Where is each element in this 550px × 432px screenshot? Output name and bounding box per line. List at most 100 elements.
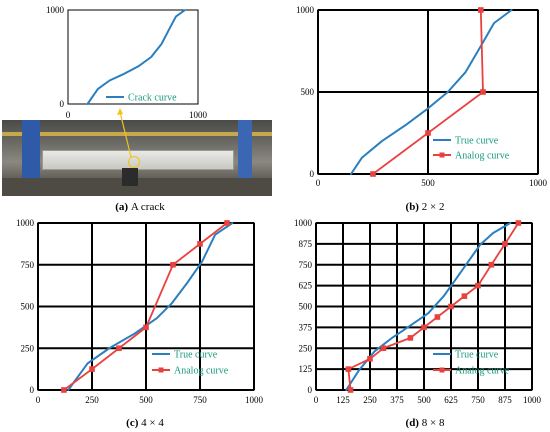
- plot-area: [67, 9, 199, 105]
- legend-marker: [439, 152, 445, 158]
- plot-area: [317, 9, 539, 175]
- y-tick-label: 0: [30, 385, 35, 395]
- x-tick-label: 0: [314, 395, 319, 405]
- x-tick-label: 1000: [189, 110, 208, 120]
- caption-label: (a): [115, 201, 131, 213]
- legend-entry: True curve: [174, 350, 218, 361]
- y-tick-label: 1000: [46, 5, 65, 15]
- legend-entry: True curve: [455, 136, 499, 147]
- x-tick-label: 0: [316, 178, 321, 188]
- y-tick-label: 500: [21, 302, 35, 312]
- legend-entry: Analog curve: [455, 366, 510, 377]
- photo-frame-right: [238, 120, 252, 196]
- callout-arrowhead: [117, 108, 123, 115]
- legend-entry: Analog curve: [174, 366, 229, 377]
- data-point: [421, 324, 427, 331]
- beam-test-photo: [2, 120, 272, 196]
- data-point: [480, 89, 486, 95]
- panel-caption: (c) 4 × 4: [126, 417, 164, 429]
- data-point: [434, 314, 441, 320]
- y-tick-label: 250: [21, 343, 35, 353]
- chart-panel-b: 0 500 1000 0 500 1000 True curve Analog curve (b…: [296, 5, 548, 213]
- series-line-crack-curve: [86, 9, 186, 105]
- panel-caption: (a) A crack: [115, 201, 165, 213]
- x-tick-label: 1000: [523, 395, 542, 405]
- legend-marker: [439, 367, 445, 373]
- caption-label: (d): [406, 417, 422, 429]
- data-point: [502, 241, 508, 247]
- photo-jack: [122, 168, 138, 186]
- x-tick-label: 500: [417, 395, 431, 405]
- data-point: [367, 355, 373, 362]
- x-tick-label: 250: [363, 395, 377, 405]
- caption-text: 8 × 8: [422, 417, 445, 429]
- plot-area: [37, 222, 255, 391]
- caption-text: A crack: [131, 201, 165, 213]
- x-tick-label: 1000: [529, 178, 548, 188]
- x-tick-label: 875: [498, 395, 512, 405]
- y-tick-label: 0: [60, 99, 65, 109]
- series-line-true-curve: [67, 222, 234, 391]
- x-tick-label: 500: [421, 178, 435, 188]
- y-tick-label: 1000: [16, 218, 35, 228]
- data-point: [380, 345, 387, 352]
- caption-text: 2 × 2: [422, 201, 445, 213]
- series-line-true-curve: [350, 9, 513, 175]
- photo-pipe: [2, 132, 272, 136]
- chart-panel-c: 0 250 500 750 1000 0 250 500 750 1000 True curve An…: [16, 218, 264, 429]
- y-tick-label: 0: [310, 169, 315, 179]
- data-point: [116, 345, 122, 352]
- data-point: [515, 220, 522, 226]
- y-tick-label: 250: [299, 343, 313, 353]
- y-tick-label: 500: [301, 87, 315, 97]
- data-point: [224, 220, 230, 226]
- y-tick-label: 875: [299, 239, 313, 249]
- data-point: [488, 261, 495, 268]
- plot-area: [315, 222, 533, 391]
- crack-location-marker: [128, 156, 140, 168]
- y-tick-label: 1000: [294, 218, 313, 228]
- y-tick-label: 0: [308, 385, 313, 395]
- x-tick-label: 750: [193, 395, 207, 405]
- data-point: [61, 387, 67, 393]
- photo-frame-left: [22, 120, 40, 196]
- caption-text: 4 × 4: [141, 417, 164, 429]
- y-tick-label: 1000: [296, 5, 315, 15]
- x-tick-label: 125: [336, 395, 350, 405]
- y-tick-label: 125: [299, 364, 313, 374]
- data-point: [370, 171, 376, 177]
- y-tick-label: 625: [299, 281, 313, 291]
- series-line-analog-curve: [372, 9, 484, 175]
- legend-entry: Analog curve: [455, 151, 510, 162]
- x-tick-label: 375: [390, 395, 404, 405]
- data-point: [425, 130, 431, 136]
- data-point: [448, 303, 454, 310]
- data-point: [143, 324, 149, 331]
- data-point: [197, 241, 203, 247]
- panel-caption: (d) 8 × 8: [406, 417, 445, 429]
- data-point: [345, 366, 352, 372]
- data-point: [407, 335, 414, 341]
- x-tick-label: 1000: [245, 395, 264, 405]
- x-tick-label: 750: [471, 395, 485, 405]
- chart-panel-d: 0 125 250 375 500 625 750 875 1000 0 125 250 375 500 6…: [294, 218, 542, 429]
- caption-label: (b): [406, 201, 422, 213]
- photo-floor: [2, 178, 272, 196]
- x-tick-label: 625: [444, 395, 458, 405]
- x-tick-label: 500: [139, 395, 153, 405]
- chart-panel-a: 0 1000 0 1000 Crack curve (a) A crack: [46, 5, 208, 213]
- x-tick-label: 250: [85, 395, 99, 405]
- y-tick-label: 375: [299, 322, 313, 332]
- panel-caption: (b) 2 × 2: [406, 201, 445, 213]
- caption-label: (c): [126, 417, 141, 429]
- data-point: [461, 293, 468, 299]
- data-point: [347, 387, 354, 393]
- y-tick-label: 750: [21, 260, 35, 270]
- y-tick-label: 500: [299, 302, 313, 312]
- legend-marker: [158, 367, 164, 373]
- data-point: [89, 366, 95, 372]
- x-tick-label: 0: [36, 395, 41, 405]
- data-point: [170, 261, 176, 268]
